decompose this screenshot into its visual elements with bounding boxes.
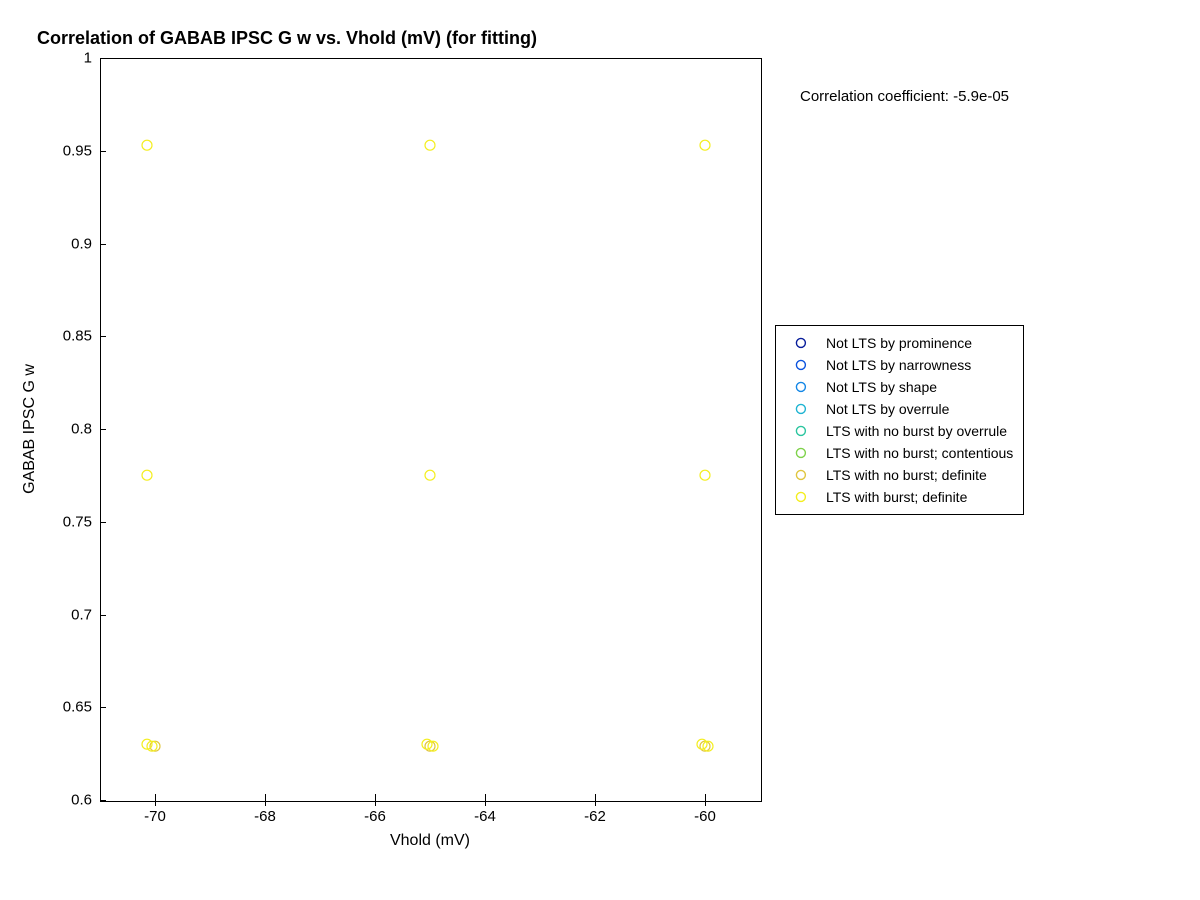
legend-marker-icon	[786, 447, 816, 459]
y-tick-label: 0.95	[50, 142, 92, 159]
x-tick-mark	[705, 800, 706, 806]
legend-marker-icon	[786, 491, 816, 503]
y-tick-mark	[100, 58, 106, 59]
data-point	[699, 138, 711, 156]
x-tick-mark	[265, 800, 266, 806]
legend-label: LTS with no burst; definite	[826, 467, 987, 483]
legend-item: Not LTS by narrowness	[786, 354, 1013, 376]
legend-item: Not LTS by overrule	[786, 398, 1013, 420]
data-point	[141, 468, 153, 486]
data-point	[424, 468, 436, 486]
legend-label: Not LTS by overrule	[826, 401, 949, 417]
legend-marker-icon	[786, 381, 816, 393]
legend-label: Not LTS by prominence	[826, 335, 972, 351]
legend-item: Not LTS by prominence	[786, 332, 1013, 354]
y-tick-label: 0.7	[50, 606, 92, 623]
legend-item: LTS with no burst; definite	[786, 464, 1013, 486]
legend-item: LTS with burst; definite	[786, 486, 1013, 508]
legend-marker-icon	[786, 359, 816, 371]
correlation-annotation: Correlation coefficient: -5.9e-05	[800, 88, 1009, 105]
y-tick-label: 0.6	[50, 792, 92, 809]
plot-area	[100, 58, 762, 802]
x-tick-mark	[375, 794, 376, 800]
x-tick-mark	[155, 800, 156, 806]
legend-item: LTS with no burst by overrule	[786, 420, 1013, 442]
data-point	[424, 138, 436, 156]
y-tick-label: 0.9	[50, 235, 92, 252]
data-point	[141, 138, 153, 156]
legend-label: Not LTS by narrowness	[826, 357, 971, 373]
chart-title: Correlation of GABAB IPSC G w vs. Vhold …	[37, 28, 537, 49]
x-tick-mark	[705, 794, 706, 800]
legend-marker-icon	[786, 337, 816, 349]
legend: Not LTS by prominence Not LTS by narrowne…	[775, 325, 1024, 515]
x-tick-label: -66	[364, 808, 386, 825]
legend-marker-icon	[786, 469, 816, 481]
x-tick-mark	[595, 800, 596, 806]
y-tick-mark	[100, 151, 106, 152]
legend-item: LTS with no burst; contentious	[786, 442, 1013, 464]
y-tick-label: 0.8	[50, 421, 92, 438]
x-tick-mark	[485, 800, 486, 806]
y-tick-mark	[100, 336, 106, 337]
y-tick-label: 0.75	[50, 513, 92, 530]
y-axis-label: GABAB IPSC G w	[21, 364, 39, 494]
x-tick-mark	[155, 794, 156, 800]
data-point	[702, 739, 714, 757]
x-tick-label: -60	[694, 808, 716, 825]
legend-label: LTS with no burst; contentious	[826, 445, 1013, 461]
x-tick-label: -62	[584, 808, 606, 825]
data-point	[427, 739, 439, 757]
y-tick-label: 1	[50, 50, 92, 67]
data-point	[699, 468, 711, 486]
y-tick-mark	[100, 244, 106, 245]
y-tick-mark	[100, 522, 106, 523]
legend-marker-icon	[786, 425, 816, 437]
legend-label: LTS with no burst by overrule	[826, 423, 1007, 439]
x-tick-label: -64	[474, 808, 496, 825]
legend-label: LTS with burst; definite	[826, 489, 967, 505]
y-tick-mark	[100, 615, 106, 616]
x-tick-mark	[485, 794, 486, 800]
x-tick-mark	[595, 794, 596, 800]
x-axis-label: Vhold (mV)	[390, 832, 470, 850]
y-tick-label: 0.85	[50, 328, 92, 345]
legend-item: Not LTS by shape	[786, 376, 1013, 398]
x-tick-label: -70	[144, 808, 166, 825]
x-tick-mark	[265, 794, 266, 800]
y-tick-mark	[100, 707, 106, 708]
legend-label: Not LTS by shape	[826, 379, 937, 395]
x-tick-label: -68	[254, 808, 276, 825]
x-tick-mark	[375, 800, 376, 806]
y-tick-label: 0.65	[50, 699, 92, 716]
data-point	[146, 739, 158, 757]
y-tick-mark	[100, 800, 106, 801]
y-tick-mark	[100, 429, 106, 430]
legend-marker-icon	[786, 403, 816, 415]
